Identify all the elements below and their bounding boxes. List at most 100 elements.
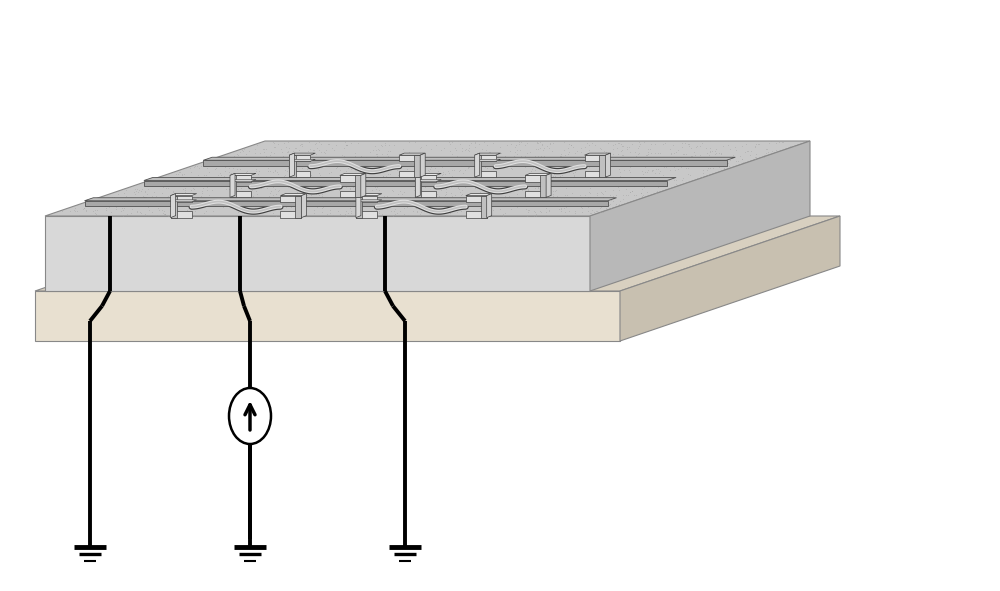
Point <box>386 210 402 220</box>
Point <box>634 167 650 176</box>
Point <box>527 170 543 179</box>
Point <box>455 175 471 184</box>
Point <box>444 191 460 201</box>
Point <box>157 210 173 219</box>
Point <box>385 211 401 220</box>
Point <box>176 189 192 199</box>
Point <box>343 206 359 216</box>
Point <box>316 148 332 157</box>
Point <box>497 191 513 201</box>
Point <box>553 204 569 214</box>
Point <box>175 181 191 190</box>
Point <box>748 139 764 148</box>
Point <box>236 144 252 154</box>
Point <box>734 141 750 151</box>
Point <box>491 177 507 187</box>
Point <box>602 150 618 159</box>
Point <box>271 173 287 182</box>
Point <box>347 165 363 174</box>
Point <box>401 138 417 147</box>
Point <box>369 168 385 177</box>
Point <box>423 199 439 208</box>
Polygon shape <box>399 171 420 177</box>
Point <box>412 150 428 160</box>
Point <box>312 171 328 180</box>
Point <box>581 163 597 172</box>
Point <box>605 197 621 206</box>
Point <box>380 137 396 146</box>
Point <box>442 202 458 212</box>
Point <box>559 194 575 204</box>
Point <box>438 184 454 194</box>
Point <box>247 148 263 158</box>
Point <box>642 144 658 153</box>
Point <box>232 175 248 184</box>
Point <box>399 149 415 158</box>
Point <box>309 202 325 212</box>
Point <box>138 193 154 202</box>
Point <box>645 154 661 164</box>
Point <box>67 203 83 213</box>
Point <box>768 138 784 148</box>
Point <box>252 148 268 158</box>
Point <box>447 190 463 200</box>
Point <box>532 194 548 203</box>
Point <box>366 199 382 209</box>
Polygon shape <box>144 177 676 180</box>
Point <box>608 199 624 209</box>
Point <box>698 161 714 171</box>
Point <box>363 178 379 188</box>
Point <box>157 177 173 187</box>
Point <box>336 152 352 161</box>
Point <box>622 187 638 197</box>
Point <box>290 204 306 214</box>
Point <box>380 147 396 156</box>
Point <box>271 153 287 163</box>
Point <box>203 197 219 207</box>
Point <box>655 170 671 180</box>
Point <box>443 189 459 198</box>
Point <box>285 175 301 184</box>
Point <box>369 159 385 168</box>
Point <box>453 162 469 171</box>
Point <box>413 183 429 193</box>
Point <box>497 208 513 217</box>
Point <box>527 165 543 174</box>
Point <box>270 169 286 178</box>
Point <box>641 154 657 163</box>
Point <box>662 145 678 154</box>
Point <box>455 168 471 178</box>
Point <box>623 161 639 171</box>
Point <box>539 154 555 164</box>
Point <box>566 154 582 164</box>
Point <box>450 182 466 191</box>
Point <box>542 139 558 148</box>
Point <box>600 177 616 187</box>
Point <box>713 166 729 176</box>
Point <box>583 171 599 180</box>
Point <box>294 164 310 173</box>
Polygon shape <box>356 196 377 202</box>
Point <box>406 160 422 170</box>
Point <box>49 210 65 220</box>
Polygon shape <box>230 173 235 197</box>
Point <box>535 199 551 209</box>
Point <box>593 187 609 196</box>
Point <box>291 211 307 220</box>
Polygon shape <box>35 216 840 291</box>
Point <box>369 182 385 191</box>
Point <box>760 147 776 157</box>
Point <box>526 211 542 220</box>
Point <box>340 156 356 165</box>
Point <box>530 182 546 191</box>
Point <box>387 204 403 214</box>
Point <box>485 172 501 181</box>
Point <box>329 157 345 166</box>
Point <box>725 150 741 160</box>
Polygon shape <box>361 173 366 197</box>
Point <box>548 185 564 194</box>
Polygon shape <box>475 155 481 177</box>
Point <box>614 156 630 165</box>
Point <box>565 160 581 169</box>
Point <box>668 180 684 189</box>
